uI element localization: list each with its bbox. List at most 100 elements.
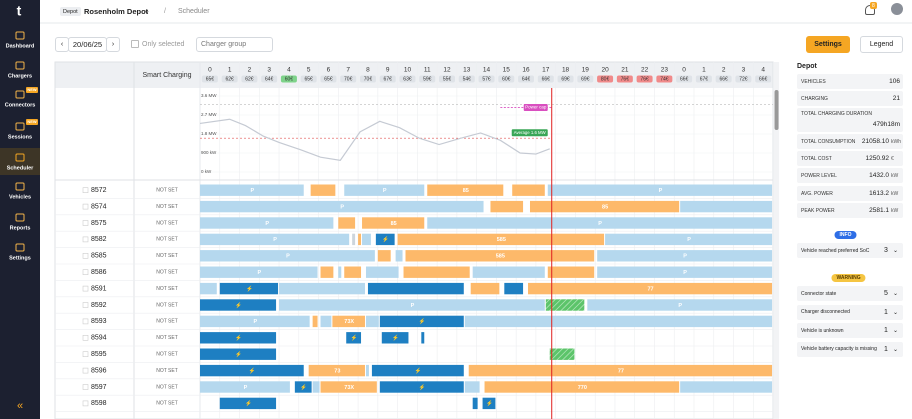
legend-button[interactable]: Legend bbox=[860, 36, 903, 53]
schedule-segment bbox=[365, 266, 399, 278]
price-label: 62€ bbox=[225, 77, 234, 83]
hour-label: 9 bbox=[386, 67, 390, 74]
sidebar-item: Vehicles bbox=[9, 194, 31, 200]
settings-button[interactable]: Settings bbox=[806, 36, 850, 53]
schedule-segment bbox=[482, 397, 496, 410]
date-input[interactable]: 20/06/25 bbox=[68, 37, 107, 52]
price-label: 66€ bbox=[680, 77, 689, 83]
warning-row[interactable] bbox=[797, 304, 903, 320]
hour-label: 16 bbox=[522, 67, 530, 74]
schedule-segment bbox=[200, 266, 318, 278]
stat-row bbox=[797, 151, 903, 166]
price-label: 66€ bbox=[719, 77, 728, 83]
segment-label: P bbox=[273, 237, 277, 243]
schedule-segment bbox=[484, 381, 680, 393]
power-cap-label: Power cap bbox=[525, 105, 547, 110]
row-checkbox bbox=[82, 318, 89, 325]
schedule-segment bbox=[472, 397, 478, 410]
power-line bbox=[199, 118, 550, 162]
schedule-segment bbox=[344, 266, 362, 278]
hour-label: 7 bbox=[346, 67, 350, 74]
price-pill bbox=[340, 75, 357, 83]
warning-chevron[interactable]: ⌄ bbox=[893, 328, 899, 334]
stat-value: 1250.92 bbox=[865, 155, 890, 162]
hour-label: 3 bbox=[742, 67, 746, 74]
charging-mode: NOT SET bbox=[156, 237, 178, 243]
row-checkbox bbox=[82, 351, 89, 358]
schedule-segment bbox=[346, 332, 362, 344]
row-checkbox bbox=[82, 236, 89, 243]
price-pill bbox=[735, 75, 752, 83]
sidebar-collapse: « bbox=[17, 400, 23, 412]
schedule-segment bbox=[421, 332, 425, 344]
chart-y-label: 3.6 MW bbox=[201, 93, 217, 98]
warning-chevron[interactable]: ⌄ bbox=[893, 309, 899, 316]
warning-row[interactable] bbox=[797, 341, 903, 357]
chart-y-label: 0 kW bbox=[201, 169, 212, 174]
schedule-segment bbox=[362, 233, 371, 246]
sidebar-icon bbox=[15, 153, 25, 162]
price-label: 64€ bbox=[522, 77, 531, 83]
price-pill bbox=[300, 75, 317, 83]
charger-id: 8593 bbox=[91, 318, 107, 325]
charger-group-select[interactable]: Charger group bbox=[196, 37, 273, 52]
schedule-segment bbox=[200, 250, 375, 262]
next-day[interactable]: › bbox=[106, 37, 120, 52]
charging-mode: NOT SET bbox=[156, 319, 178, 325]
segment-label: ⚡ bbox=[235, 302, 242, 309]
depot-select[interactable]: Rosenholm Depot bbox=[84, 6, 149, 16]
segment-label: 585 bbox=[496, 254, 505, 260]
price-pill bbox=[715, 75, 732, 83]
sidebar bbox=[0, 0, 40, 419]
price-pill bbox=[577, 75, 594, 83]
row-checkbox bbox=[82, 400, 89, 407]
schedule-segment bbox=[470, 282, 500, 295]
charger-id: 8594 bbox=[91, 335, 107, 342]
info-badge: INFO bbox=[834, 231, 857, 239]
warning-chevron[interactable]: ⌄ bbox=[893, 346, 899, 353]
schedule-segment bbox=[605, 233, 773, 246]
price-label: 62€ bbox=[245, 77, 254, 83]
price-pill bbox=[695, 75, 712, 83]
schedule-segment bbox=[377, 250, 391, 262]
scrollbar-thumb bbox=[774, 90, 779, 130]
sidebar-icon bbox=[15, 61, 25, 70]
stat-value: 1432.0 bbox=[869, 172, 889, 179]
schedule-segment bbox=[547, 266, 595, 278]
info-chevron[interactable]: ⌄ bbox=[893, 248, 899, 254]
schedule-segment bbox=[403, 266, 470, 278]
avatar[interactable] bbox=[891, 3, 903, 15]
hour-label: 22 bbox=[641, 67, 649, 74]
price-label: 57€ bbox=[482, 77, 491, 83]
warning-label: Vehicle is unknown bbox=[801, 327, 844, 334]
schedule-segment bbox=[308, 364, 365, 377]
hour-label: 15 bbox=[503, 67, 511, 74]
info-label: Vehicle reached preferred SoC bbox=[801, 247, 870, 254]
warning-chevron[interactable]: ⌄ bbox=[893, 291, 899, 297]
sidebar-icon bbox=[15, 90, 25, 99]
price-pill bbox=[359, 75, 376, 83]
logo: t bbox=[17, 3, 22, 19]
depot-chevron[interactable]: ⌄ bbox=[144, 8, 150, 15]
prev-day[interactable]: ‹ bbox=[55, 37, 69, 52]
schedule-segment bbox=[381, 332, 409, 344]
warning-row[interactable] bbox=[797, 323, 903, 338]
only-selected-checkbox[interactable] bbox=[131, 40, 139, 48]
segment-label: P bbox=[687, 237, 691, 243]
schedule-segment bbox=[680, 200, 773, 213]
segment-label: P bbox=[383, 188, 387, 194]
stat-row bbox=[797, 108, 903, 132]
row-checkbox bbox=[82, 334, 89, 341]
schedule-segment bbox=[464, 381, 480, 393]
info-row[interactable] bbox=[797, 243, 903, 258]
warning-row[interactable] bbox=[797, 286, 903, 301]
segment-label: ⚡ bbox=[419, 384, 426, 391]
hour-label: 1 bbox=[702, 67, 706, 74]
schedule-segment bbox=[219, 282, 279, 295]
hour-label: 21 bbox=[621, 67, 629, 74]
hour-label: 3 bbox=[267, 67, 271, 74]
segment-label: P bbox=[340, 204, 344, 210]
segment-label: P bbox=[286, 254, 290, 260]
schedule-segment bbox=[597, 266, 773, 278]
